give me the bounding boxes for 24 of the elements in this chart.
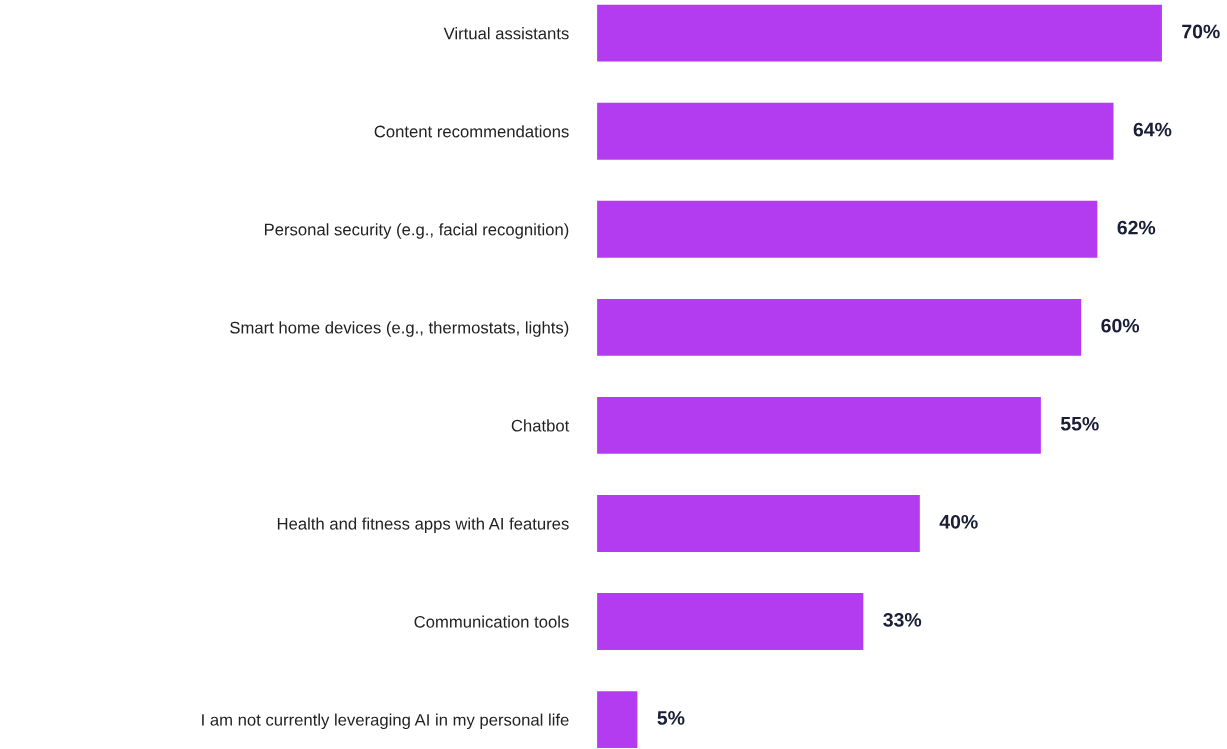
data-label: 62% <box>1117 220 1156 235</box>
bar <box>597 691 638 749</box>
y-tick-label: Communication tools <box>414 615 569 628</box>
data-label: 70% <box>1182 24 1220 39</box>
y-tick-label: Content recommendations <box>374 125 569 138</box>
bar <box>597 102 1114 160</box>
data-label: 64% <box>1133 122 1172 137</box>
data-label: 40% <box>939 514 978 529</box>
y-tick-label: Personal security (e.g., facial recognition) <box>264 223 569 239</box>
y-tick-label: Chatbot <box>511 419 570 432</box>
bar <box>597 4 1162 62</box>
data-label: 60% <box>1101 318 1140 333</box>
bar <box>597 298 1082 356</box>
data-label: 55% <box>1060 416 1099 431</box>
bar <box>597 396 1041 454</box>
bar <box>597 593 864 650</box>
bar <box>597 495 920 552</box>
data-label: 5% <box>657 711 685 725</box>
bar <box>597 200 1098 258</box>
y-tick-label: I am not currently leveraging AI in my personal life <box>202 713 569 730</box>
y-tick-label: Health and fitness apps with AI features <box>277 517 569 533</box>
data-label: 33% <box>883 612 922 627</box>
y-tick-label: Smart home devices (e.g., thermostats, lights) <box>230 321 569 337</box>
y-tick-label: Virtual assistants <box>443 27 569 40</box>
